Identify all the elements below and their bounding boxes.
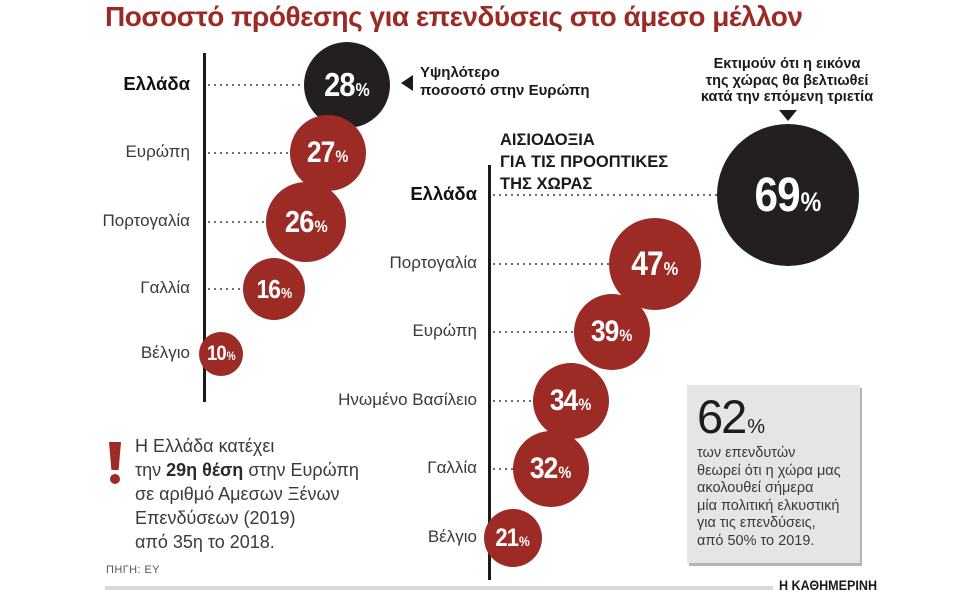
bubble-percent-sign: % [335, 148, 349, 166]
category-label: Ευρώπη [412, 321, 477, 340]
stat-line: ακολουθεί σήμερα [697, 480, 814, 496]
bubble-value: 34 [550, 384, 579, 417]
note-line: Η Ελλάδα κατέχει [135, 436, 275, 456]
bubble-percent-sign: % [519, 533, 531, 549]
category-label: Γαλλία [427, 458, 477, 477]
category-label: Ηνωμένο Βασίλειο [338, 390, 477, 409]
bubble-value: 69 [754, 168, 801, 222]
exclamation-icon-dot [110, 474, 120, 484]
category-label: Πορτογαλία [389, 253, 477, 272]
bubble-value: 47 [631, 244, 664, 283]
stat-value: 62% [697, 390, 766, 443]
bubble-percent-sign: % [800, 186, 822, 217]
chart2-heading-line: ΑΙΣΙΟΔΟΞΙΑ [500, 131, 595, 149]
bubble-Γαλλία-32%: 32% [513, 431, 589, 507]
category-label: Γαλλία [140, 278, 190, 297]
annotation-line: Υψηλότερο [420, 64, 500, 81]
bubble-Βέλγιο-10%: 10% [199, 332, 243, 376]
bubble-value: 21 [495, 523, 520, 552]
chart2-heading: ΑΙΣΙΟΔΟΞΙΑ ΓΙΑ ΤΙΣ ΠΡΟΟΠΤΙΚΕΣ ΤΗΣ ΧΩΡΑΣ [500, 129, 668, 195]
stat-line: από 50% το 2019. [697, 532, 815, 549]
stat-description: των επενδυτών θεωρεί ότι η χώρα μας ακολ… [697, 445, 841, 550]
bubble-Βέλγιο-21%: 21% [484, 509, 542, 567]
page-title: Ποσοστό πρόθεσης για επενδύσεις στο άμεσ… [105, 1, 803, 32]
leader-dotted-line [493, 263, 612, 265]
axis-line [488, 165, 491, 580]
bubble-percent-sign: % [663, 257, 679, 279]
leader-dotted-line [493, 331, 577, 333]
bubble-Πορτογαλία-26%: 26% [266, 182, 346, 262]
source-label: ΠΗΓΗ: EY [106, 564, 160, 576]
category-label: Ελλάδα [410, 183, 477, 204]
bubble-Ελλάδα-69%: 69% [717, 124, 859, 266]
bubble-value: 27 [307, 136, 336, 169]
leader-dotted-line [493, 400, 536, 402]
category-label: Ευρώπη [125, 142, 190, 161]
annotation-highest-europe: Υψηλότερο ποσοστό στην Ευρώπη [420, 64, 589, 99]
annotation-line: ποσοστό στην Ευρώπη [420, 81, 590, 99]
axis-line [203, 53, 206, 402]
category-label: Πορτογαλία [102, 211, 190, 230]
stat-box-62-percent: 62% των επενδυτών θεωρεί ότι η χώρα μας … [687, 385, 860, 563]
bubble-value: 16 [256, 273, 281, 304]
leader-dotted-line [208, 221, 269, 223]
annotation-country-image: Εκτιμούν ότι η εικόνα της χώρας θα βελτι… [672, 56, 902, 106]
bubble-percent-sign: % [280, 285, 292, 302]
note-line: την 29η θέση στην Ευρώπη [135, 460, 359, 480]
bubble-Ηνωμένο Βασίλειο-34%: 34% [533, 363, 609, 439]
arrow-left-icon [401, 75, 413, 91]
stat-line: για τις επενδύσεις, [697, 515, 816, 531]
chart2-heading-line: ΓΙΑ ΤΙΣ ΠΡΟΟΠΤΙΚΕΣ [500, 153, 669, 171]
arrow-down-icon [779, 110, 797, 121]
stat-unit: % [747, 416, 766, 438]
chart2-heading-line: ΤΗΣ ΧΩΡΑΣ [500, 175, 593, 193]
bubble-Πορτογαλία-47%: 47% [609, 218, 701, 310]
category-label: Βέλγιο [140, 343, 190, 362]
footer-divider [105, 586, 773, 590]
publisher-credit: Η ΚΑΘΗΜΕΡΙΝΗ [779, 578, 878, 593]
leader-dotted-line [208, 152, 293, 154]
bubble-Ευρώπη-27%: 27% [290, 115, 366, 191]
note-line: Επενδύσεων (2019) [135, 508, 296, 528]
bubble-percent-sign: % [578, 396, 592, 414]
bubble-Γαλλία-16%: 16% [243, 258, 305, 320]
leader-dotted-line [493, 194, 720, 196]
bubble-Ελλάδα-28%: 28% [304, 42, 390, 128]
bubble-value: 28 [324, 66, 355, 103]
exclamation-icon [109, 442, 121, 470]
bubble-percent-sign: % [314, 217, 328, 236]
stat-line: μία πολιτική ελκυστική [697, 497, 840, 514]
leader-dotted-line [493, 468, 516, 470]
bubble-percent-sign: % [558, 464, 572, 482]
note-line: από 35η το 2018. [135, 532, 275, 552]
bubble-value: 39 [591, 315, 620, 348]
note-line: σε αριθμό Αμεσων Ξένων [135, 484, 340, 504]
stat-line: θεωρεί ότι η χώρα μας [697, 462, 841, 479]
leader-dotted-line [208, 288, 246, 290]
bubble-percent-sign: % [226, 351, 236, 363]
bubble-value: 32 [530, 452, 559, 485]
note-greece-fdi-rank: Η Ελλάδα κατέχει την 29η θέση στην Ευρώπ… [135, 434, 359, 554]
bubble-value: 26 [284, 204, 314, 239]
stat-line: των επενδυτών [697, 445, 796, 461]
bubble-Ευρώπη-39%: 39% [574, 294, 650, 370]
annotation-line: της χώρας θα βελτιωθεί [705, 72, 869, 89]
category-label: Βέλγιο [427, 527, 477, 546]
category-label: Ελλάδα [123, 73, 190, 94]
leader-dotted-line [208, 84, 307, 86]
annotation-line: κατά την επόμενη τριετία [700, 89, 874, 105]
bubble-value: 10 [206, 342, 227, 365]
bubble-percent-sign: % [355, 80, 370, 100]
annotation-line: Εκτιμούν ότι η εικόνα [713, 56, 861, 72]
bubble-percent-sign: % [619, 327, 633, 345]
